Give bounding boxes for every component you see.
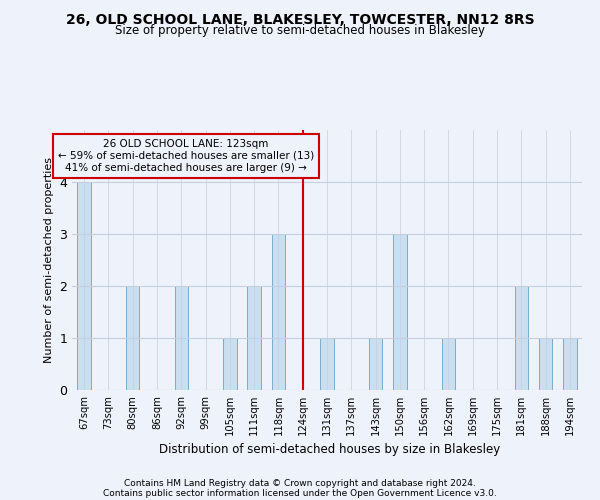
- Bar: [320, 338, 334, 390]
- Bar: [515, 286, 528, 390]
- Bar: [272, 234, 285, 390]
- Bar: [369, 338, 382, 390]
- Bar: [563, 338, 577, 390]
- Text: 26 OLD SCHOOL LANE: 123sqm
← 59% of semi-detached houses are smaller (13)
41% of: 26 OLD SCHOOL LANE: 123sqm ← 59% of semi…: [58, 140, 314, 172]
- Bar: [393, 234, 407, 390]
- Bar: [126, 286, 139, 390]
- Bar: [539, 338, 552, 390]
- Bar: [175, 286, 188, 390]
- Text: 26, OLD SCHOOL LANE, BLAKESLEY, TOWCESTER, NN12 8RS: 26, OLD SCHOOL LANE, BLAKESLEY, TOWCESTE…: [65, 12, 535, 26]
- Text: Contains public sector information licensed under the Open Government Licence v3: Contains public sector information licen…: [103, 489, 497, 498]
- Y-axis label: Number of semi-detached properties: Number of semi-detached properties: [44, 157, 53, 363]
- Text: Size of property relative to semi-detached houses in Blakesley: Size of property relative to semi-detach…: [115, 24, 485, 37]
- Bar: [442, 338, 455, 390]
- Bar: [247, 286, 261, 390]
- Text: Contains HM Land Registry data © Crown copyright and database right 2024.: Contains HM Land Registry data © Crown c…: [124, 479, 476, 488]
- Bar: [77, 182, 91, 390]
- Bar: [223, 338, 236, 390]
- Text: Distribution of semi-detached houses by size in Blakesley: Distribution of semi-detached houses by …: [160, 442, 500, 456]
